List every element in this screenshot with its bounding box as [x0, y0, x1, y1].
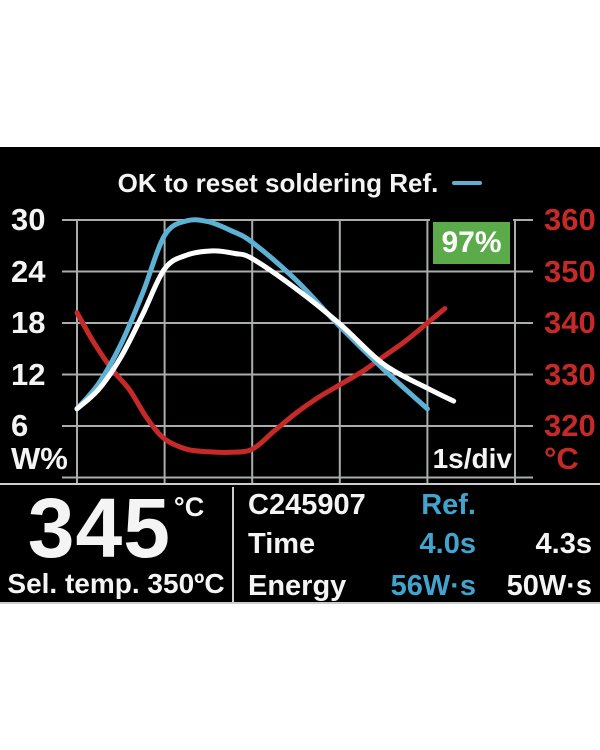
bottom-panel: 345 °C Sel. temp. 350ºC C245907 Ref. Tim…: [0, 483, 600, 602]
ref-legend-line-icon: [452, 181, 483, 185]
right-axis-tick: 330: [544, 356, 596, 392]
status-message: OK to reset soldering Ref.: [0, 164, 600, 202]
soldering-station-display: OK to reset soldering Ref. W% °C 1s/div …: [0, 147, 600, 604]
cartridge-model: C245907: [248, 489, 366, 521]
left-axis-tick: 24: [11, 253, 46, 289]
right-axis-tick: 340: [544, 305, 596, 340]
right-axis-tick: 360: [544, 202, 596, 237]
right-axis-tick: 320: [544, 408, 596, 443]
efficiency-badge: 97%: [430, 219, 513, 267]
left-axis-tick: 12: [11, 356, 46, 392]
left-axis-tick: 6: [11, 408, 29, 443]
energy-label: Energy: [248, 570, 347, 602]
left-axis-unit: W%: [11, 441, 68, 476]
left-axis-tick: 18: [11, 305, 46, 340]
time-label: Time: [248, 528, 316, 560]
table-row-time: Time 4.0s 4.3s: [248, 525, 592, 563]
panel-divider: [232, 487, 234, 602]
time-per-division-label: 1s/div: [432, 443, 512, 474]
status-message-text: OK to reset soldering Ref.: [117, 167, 439, 198]
left-axis-tick: 30: [11, 202, 46, 237]
time-ref-value: 4.0s: [419, 528, 476, 560]
curve-power: [74, 248, 457, 412]
right-axis-unit: °C: [544, 441, 579, 476]
ref-column-header: Ref.: [421, 489, 476, 521]
tip-temperature-unit: °C: [173, 492, 205, 522]
chart-svg: [62, 217, 533, 483]
curve-tip-temperature: [74, 306, 448, 455]
tip-temperature-value: 345: [27, 481, 171, 575]
table-row-energy: Energy 56W·s 50W·s: [248, 567, 592, 605]
energy-last-value: 50W·s: [506, 570, 592, 602]
right-axis-tick: 350: [544, 253, 596, 289]
table-row-cartridge: C245907 Ref.: [248, 486, 592, 524]
selected-temperature: Sel. temp. 350ºC: [7, 568, 225, 599]
efficiency-value: 97%: [441, 226, 502, 259]
energy-ref-value: 56W·s: [390, 570, 476, 602]
time-last-value: 4.3s: [535, 528, 592, 560]
tip-temperature: 345 °C: [0, 481, 232, 575]
